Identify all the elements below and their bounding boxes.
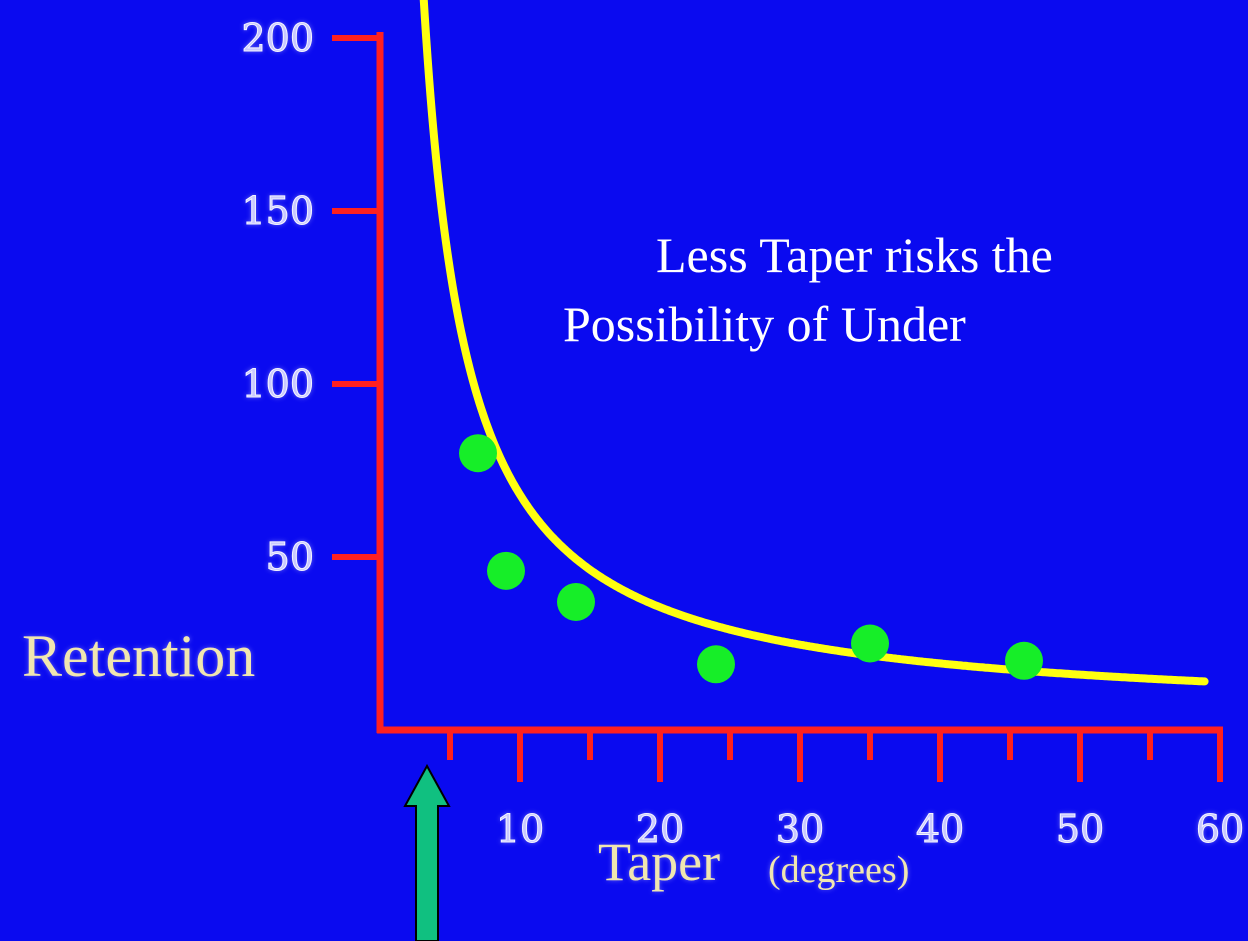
x-tick-label-10: 10 bbox=[496, 807, 544, 851]
data-point bbox=[487, 551, 525, 590]
y-tick-labels: 200 150 100 50 bbox=[241, 16, 315, 580]
x-tick-label-40: 40 bbox=[916, 807, 964, 851]
fit-curve bbox=[419, 0, 1209, 686]
data-points bbox=[459, 434, 1043, 684]
x-axis-label: Taper bbox=[598, 832, 720, 892]
fit-curve-group bbox=[419, 0, 1209, 686]
x-tick-label-20: 20 bbox=[636, 807, 684, 851]
up-arrow-icon bbox=[403, 763, 451, 941]
y-tick-label-50: 50 bbox=[266, 535, 314, 579]
annotation-line-1: Less Taper risks the bbox=[656, 227, 1053, 283]
data-point bbox=[1005, 641, 1043, 680]
y-tick-label-100: 100 bbox=[241, 362, 314, 406]
x-axis-units: (degrees) bbox=[768, 849, 909, 891]
annotation-line-2: Possibility of Under bbox=[563, 296, 966, 352]
axes bbox=[332, 32, 1223, 782]
y-tick-label-150: 150 bbox=[241, 189, 314, 233]
data-point bbox=[851, 624, 889, 663]
data-point bbox=[697, 645, 735, 684]
x-tick-label-60: 60 bbox=[1196, 807, 1244, 851]
y-tick-label-200: 200 bbox=[241, 16, 314, 60]
y-axis-label: Retention bbox=[22, 623, 255, 689]
data-point bbox=[459, 434, 497, 473]
x-tick-label-50: 50 bbox=[1056, 807, 1104, 851]
x-tick-labels: 10 20 30 40 50 60 bbox=[495, 807, 1244, 852]
data-point bbox=[557, 582, 595, 621]
x-tick-label-30: 30 bbox=[776, 807, 824, 851]
